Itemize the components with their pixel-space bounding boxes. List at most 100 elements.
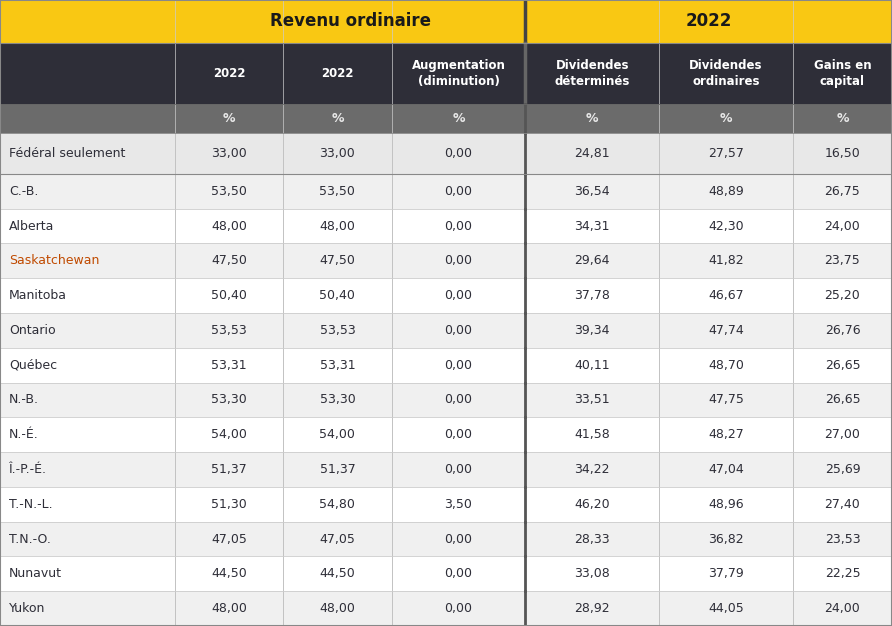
Text: 26,65: 26,65 [825, 394, 860, 406]
Text: 26,75: 26,75 [824, 185, 861, 198]
Text: Nunavut: Nunavut [9, 567, 62, 580]
Text: 46,67: 46,67 [708, 289, 744, 302]
Text: 53,53: 53,53 [319, 324, 355, 337]
Text: 23,75: 23,75 [824, 254, 861, 267]
Text: 53,53: 53,53 [211, 324, 247, 337]
Text: 54,00: 54,00 [211, 428, 247, 441]
Text: 36,54: 36,54 [574, 185, 610, 198]
Text: 50,40: 50,40 [211, 289, 247, 302]
Text: 2022: 2022 [686, 13, 731, 31]
Text: 40,11: 40,11 [574, 359, 610, 372]
Text: 0,00: 0,00 [444, 533, 473, 545]
Text: %: % [720, 112, 732, 125]
Text: 53,50: 53,50 [211, 185, 247, 198]
Text: 3,50: 3,50 [444, 498, 473, 511]
Text: 0,00: 0,00 [444, 359, 473, 372]
Text: Dividendes
ordinaires: Dividendes ordinaires [690, 59, 763, 88]
Text: 41,82: 41,82 [708, 254, 744, 267]
Text: 51,37: 51,37 [211, 463, 247, 476]
Text: 48,96: 48,96 [708, 498, 744, 511]
Text: 33,08: 33,08 [574, 567, 610, 580]
Text: 41,58: 41,58 [574, 428, 610, 441]
Text: Yukon: Yukon [9, 602, 45, 615]
Bar [0, 521, 892, 557]
Text: Dividendes
déterminés: Dividendes déterminés [555, 59, 630, 88]
Bar [0, 105, 892, 133]
Bar [0, 382, 892, 418]
Text: %: % [586, 112, 599, 125]
Text: 25,69: 25,69 [825, 463, 860, 476]
Text: 26,65: 26,65 [825, 359, 860, 372]
Text: Î.-P.-É.: Î.-P.-É. [9, 463, 47, 476]
Text: 0,00: 0,00 [444, 428, 473, 441]
Text: 24,00: 24,00 [824, 602, 861, 615]
Bar [0, 43, 892, 105]
Text: %: % [836, 112, 849, 125]
Text: 48,89: 48,89 [708, 185, 744, 198]
Text: 27,00: 27,00 [824, 428, 861, 441]
Text: 0,00: 0,00 [444, 289, 473, 302]
Text: 24,81: 24,81 [574, 147, 610, 160]
Bar [0, 244, 892, 278]
Text: 39,34: 39,34 [574, 324, 610, 337]
Text: 48,00: 48,00 [211, 602, 247, 615]
Bar [0, 557, 892, 591]
Text: 48,70: 48,70 [708, 359, 744, 372]
Text: Saskatchewan: Saskatchewan [9, 254, 99, 267]
Text: N.-É.: N.-É. [9, 428, 38, 441]
Text: 37,78: 37,78 [574, 289, 610, 302]
Text: 26,76: 26,76 [825, 324, 860, 337]
Text: T.N.-O.: T.N.-O. [9, 533, 51, 545]
Text: 47,50: 47,50 [211, 254, 247, 267]
Text: 2022: 2022 [213, 67, 245, 80]
Text: 53,30: 53,30 [319, 394, 355, 406]
Text: 48,00: 48,00 [319, 602, 355, 615]
Text: 28,33: 28,33 [574, 533, 610, 545]
Text: 0,00: 0,00 [444, 147, 473, 160]
Text: 0,00: 0,00 [444, 463, 473, 476]
Text: 53,50: 53,50 [319, 185, 355, 198]
Text: %: % [452, 112, 465, 125]
Bar [0, 174, 892, 208]
Text: 51,30: 51,30 [211, 498, 247, 511]
Text: 2022: 2022 [321, 67, 353, 80]
Text: 47,05: 47,05 [211, 533, 247, 545]
Text: 44,50: 44,50 [211, 567, 247, 580]
Text: 33,00: 33,00 [211, 147, 247, 160]
Bar [0, 452, 892, 487]
Text: 53,31: 53,31 [319, 359, 355, 372]
Text: 47,05: 47,05 [319, 533, 355, 545]
Text: 46,20: 46,20 [574, 498, 610, 511]
Text: Alberta: Alberta [9, 220, 54, 232]
Text: 0,00: 0,00 [444, 567, 473, 580]
Text: 42,30: 42,30 [708, 220, 744, 232]
Text: Revenu ordinaire: Revenu ordinaire [269, 13, 431, 31]
Bar [0, 348, 892, 382]
Text: 29,64: 29,64 [574, 254, 610, 267]
Text: 47,04: 47,04 [708, 463, 744, 476]
Text: Ontario: Ontario [9, 324, 55, 337]
Text: 44,50: 44,50 [319, 567, 355, 580]
Bar [0, 208, 892, 244]
Text: 22,25: 22,25 [825, 567, 860, 580]
Text: 44,05: 44,05 [708, 602, 744, 615]
Bar [0, 418, 892, 452]
Text: 48,00: 48,00 [319, 220, 355, 232]
Text: 0,00: 0,00 [444, 220, 473, 232]
Text: 0,00: 0,00 [444, 185, 473, 198]
Text: 47,74: 47,74 [708, 324, 744, 337]
Text: 36,82: 36,82 [708, 533, 744, 545]
Text: %: % [331, 112, 343, 125]
Text: N.-B.: N.-B. [9, 394, 39, 406]
Text: 48,00: 48,00 [211, 220, 247, 232]
Text: 24,00: 24,00 [824, 220, 861, 232]
Bar [0, 133, 892, 174]
Text: 54,00: 54,00 [319, 428, 355, 441]
Text: 50,40: 50,40 [319, 289, 355, 302]
Text: Augmentation
(diminution): Augmentation (diminution) [411, 59, 506, 88]
Text: 16,50: 16,50 [824, 147, 861, 160]
Text: %: % [223, 112, 235, 125]
Text: 33,00: 33,00 [319, 147, 355, 160]
Text: Manitoba: Manitoba [9, 289, 67, 302]
Text: 27,40: 27,40 [824, 498, 861, 511]
